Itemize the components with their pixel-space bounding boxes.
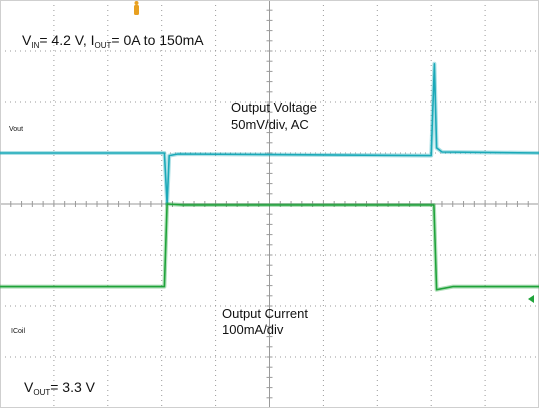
ch1-title: Output Voltage: [231, 100, 317, 115]
trigger-marker-icon: [134, 1, 139, 15]
vout-trace: [0, 63, 539, 205]
vout-annotation: VOUT= 3.3 V: [24, 379, 96, 397]
ch2-title: Output Current: [222, 306, 308, 321]
ch1-marker-label: Vout: [9, 126, 23, 133]
traces: [0, 61, 539, 292]
vin-value: = 4.2 V,: [39, 32, 90, 48]
vin-symbol: V: [22, 32, 32, 48]
vout-subscript: OUT: [33, 388, 50, 397]
vin-subscript: IN: [31, 41, 39, 50]
conditions-annotation: VIN= 4.2 V, IOUT= 0A to 150mA: [22, 32, 204, 50]
vout-symbol: V: [24, 379, 34, 395]
iout-value: = 0A to 150mA: [111, 32, 204, 48]
iout-symbol: I: [91, 32, 95, 48]
ch2-marker-label: ICoil: [11, 328, 25, 335]
iout-subscript: OUT: [94, 41, 111, 50]
ch2-scale: 100mA/div: [222, 322, 284, 337]
trigger-level-icon: [528, 295, 534, 303]
icoil-trace: [0, 203, 539, 291]
ch1-scale: 50mV/div, AC: [231, 117, 309, 132]
vout-value: = 3.3 V: [50, 379, 95, 395]
